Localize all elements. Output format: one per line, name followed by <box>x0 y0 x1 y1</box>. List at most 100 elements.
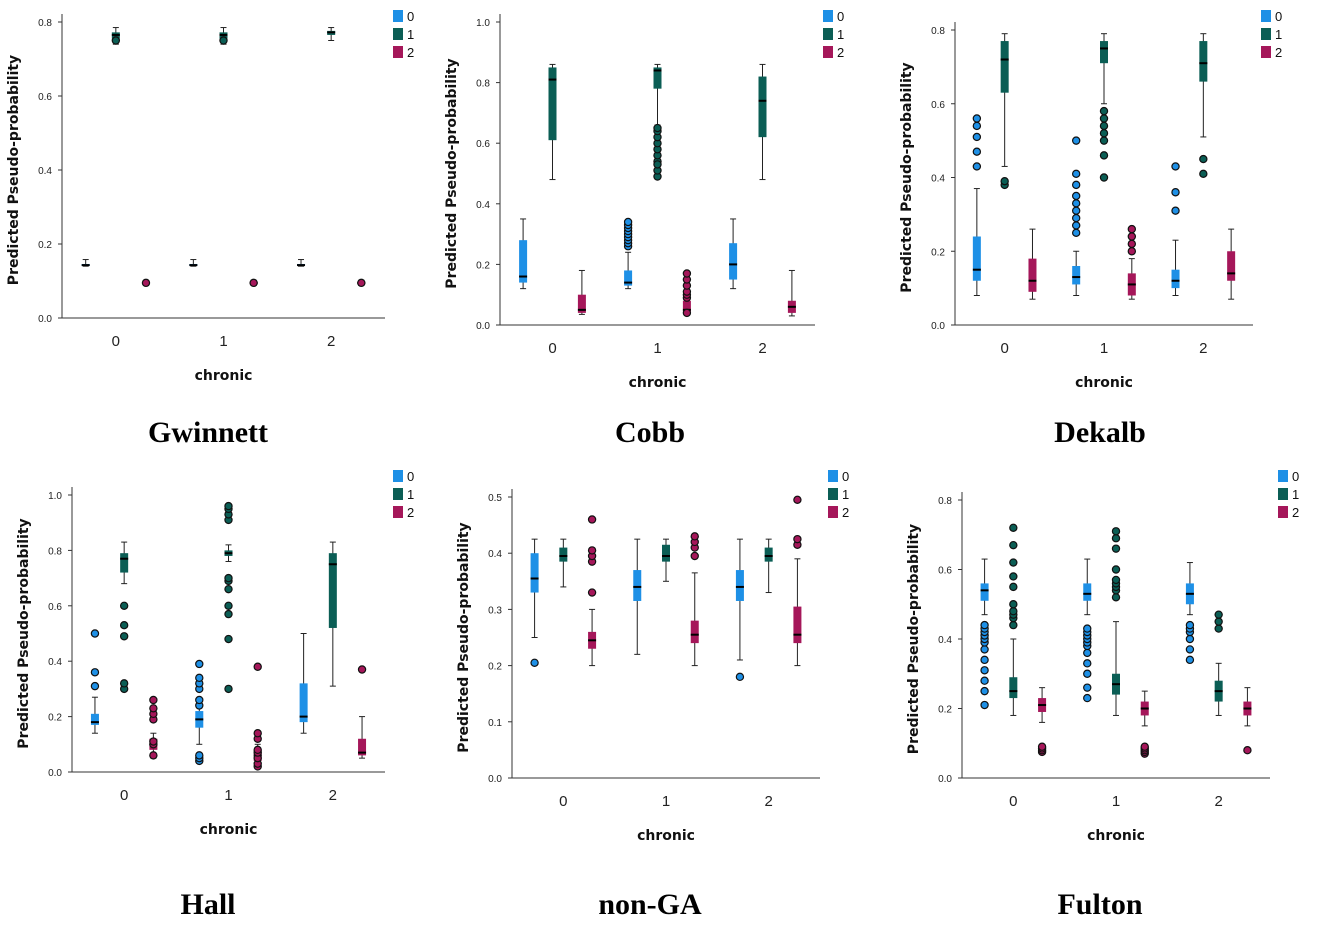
box-series-2-cat-0 <box>577 269 586 315</box>
box-series-1-cat-1 <box>1111 527 1121 716</box>
box-series-1-cat-0 <box>119 541 129 694</box>
outlier-point <box>980 676 989 685</box>
outlier-point <box>1127 247 1137 256</box>
legend-label: 1 <box>837 27 844 42</box>
y-axis-title: Predicted Pseudo-probability <box>16 518 32 748</box>
y-tick-label: 0.4 <box>488 549 502 560</box>
x-axis-title: chronic <box>200 822 258 838</box>
box-series-2-cat-2 <box>787 269 796 317</box>
legend-label: 0 <box>1275 9 1282 24</box>
outlier-point <box>1071 169 1081 179</box>
box-body <box>735 570 744 601</box>
box-series-0-cat-1 <box>623 217 633 290</box>
box-series-1-cat-1 <box>1099 33 1109 182</box>
caption-gwinnett: Gwinnett <box>148 416 268 449</box>
x-tick-label: 0 <box>1000 340 1008 357</box>
legend-label: 2 <box>407 505 414 520</box>
outlier-point <box>1071 221 1081 230</box>
box-body <box>1000 41 1009 93</box>
box-series-1-cat-2 <box>1214 610 1223 716</box>
outlier-point <box>1099 129 1109 138</box>
box-body <box>530 553 539 593</box>
box-body <box>519 240 528 283</box>
legend-label: 1 <box>1275 27 1282 42</box>
box-series-0-cat-2 <box>729 218 738 290</box>
outlier-point <box>1185 645 1195 654</box>
box-body <box>1171 269 1180 289</box>
outlier-point <box>1071 213 1081 223</box>
y-tick-label: 0.4 <box>476 200 490 211</box>
x-tick-label: 2 <box>329 787 337 804</box>
outlier-point <box>224 601 233 610</box>
box-series-2-cat-2 <box>357 665 367 759</box>
outlier-point <box>224 573 233 583</box>
box-body <box>1072 266 1081 285</box>
chart-svg-fulton: 0.0 0.2 0.4 0.6 0.8 0 1 2 chronic Predicted Pseud… <box>906 469 1299 844</box>
outlier-point <box>1127 232 1137 241</box>
outlier-point <box>1127 239 1137 249</box>
caption-dekalb: Dekalb <box>1054 416 1146 449</box>
outlier-point <box>253 745 262 755</box>
outlier-point <box>980 655 989 665</box>
legend-swatch <box>393 10 403 22</box>
y-tick-label: 0.8 <box>938 496 952 507</box>
x-tick-label: 1 <box>1112 793 1120 810</box>
legend-swatch <box>1278 506 1288 518</box>
x-tick-label: 2 <box>758 340 766 357</box>
legend-label: 2 <box>407 45 414 60</box>
x-tick-label: 0 <box>112 333 120 350</box>
outlier-point <box>119 601 129 610</box>
caption-cobb: Cobb <box>614 416 686 449</box>
legend-swatch <box>393 488 403 500</box>
y-tick-label: 0.2 <box>938 705 952 716</box>
legend-label: 2 <box>842 505 849 520</box>
box-body <box>120 553 129 573</box>
box-series-0-cat-1 <box>633 538 642 655</box>
y-tick-label: 0.3 <box>488 605 502 616</box>
outlier-point <box>1009 620 1018 630</box>
box-series-1-cat-2 <box>1199 33 1208 179</box>
legend-label: 0 <box>407 9 414 24</box>
legend-swatch <box>393 470 403 482</box>
x-axis-title: chronic <box>629 375 687 391</box>
box-body <box>764 547 773 562</box>
legend-label: 2 <box>1275 45 1282 60</box>
box-body <box>299 683 308 723</box>
outlier-point <box>587 515 597 524</box>
outlier-point <box>1171 206 1180 215</box>
outlier-point <box>149 695 158 705</box>
legend-label: 0 <box>407 469 414 484</box>
outlier-point <box>1185 655 1195 665</box>
outlier-point <box>1111 593 1121 602</box>
y-tick-label: 0.2 <box>488 662 502 673</box>
outlier-point <box>623 217 633 227</box>
y-tick-label: 0.0 <box>931 321 945 332</box>
outlier-point <box>1083 669 1092 678</box>
box-series-2-cat-1 <box>1140 690 1149 758</box>
outlier-point <box>1111 565 1121 574</box>
chart-svg-non-ga: 0.0 0.1 0.2 0.3 0.4 0.5 0 1 2 chronic Predicted Ps… <box>456 469 849 844</box>
outlier-point <box>1099 121 1109 131</box>
outlier-point <box>119 679 129 688</box>
box-series-1-cat-1 <box>219 27 228 45</box>
box-series-0-cat-0 <box>81 259 90 267</box>
y-tick-label: 0.2 <box>48 713 62 724</box>
y-tick-label: 0.4 <box>931 174 945 185</box>
y-axis-title: Predicted Pseudo-probability <box>456 522 472 752</box>
legend-swatch <box>1261 28 1271 40</box>
outlier-point <box>195 673 204 683</box>
box-body <box>90 713 99 725</box>
outlier-point <box>195 659 204 669</box>
outlier-point <box>1111 544 1121 553</box>
outlier-point <box>1214 624 1223 633</box>
outlier-point <box>1071 191 1081 201</box>
outlier-point <box>587 588 597 597</box>
legend-swatch <box>1261 46 1271 58</box>
outlier-point <box>682 308 692 318</box>
outlier-point <box>1199 154 1208 164</box>
outlier-point <box>253 662 262 671</box>
legend-label: 0 <box>837 9 844 24</box>
outlier-point <box>1214 610 1223 619</box>
x-axis-title: chronic <box>1075 375 1133 391</box>
box-series-0-cat-0 <box>519 218 528 290</box>
